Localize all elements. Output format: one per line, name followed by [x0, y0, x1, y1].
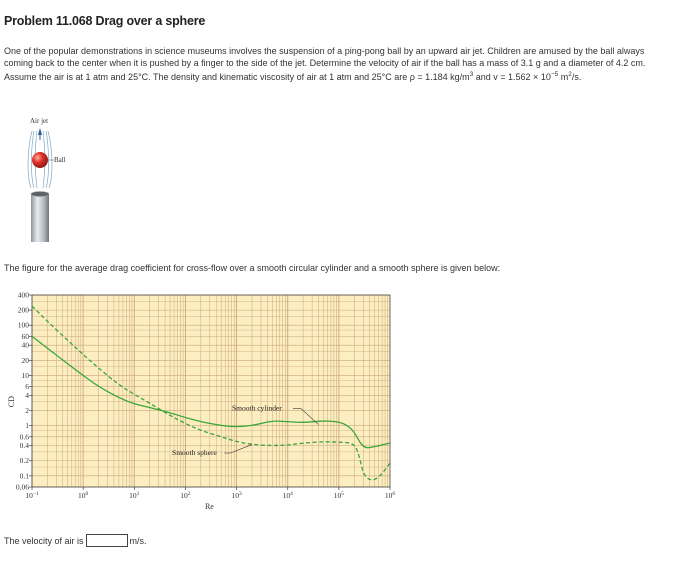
nu-exponent: −5 — [550, 71, 559, 78]
x-tick-label: 10−1 — [25, 491, 39, 500]
x-tick-label: 102 — [180, 491, 191, 500]
air-jet-pipe — [31, 194, 49, 242]
velocity-answer-input[interactable] — [85, 534, 128, 547]
airflow-streamlines — [27, 130, 53, 189]
y-tick-label: 1 — [25, 421, 29, 430]
y-tick-label: 4 — [25, 391, 29, 400]
y-tick-label: 40 — [22, 341, 30, 350]
problem-text: One of the popular demonstrations in sci… — [4, 46, 646, 82]
y-tick-label: 60 — [22, 332, 30, 341]
nu-unit: m — [558, 72, 569, 82]
arrow-up-icon — [38, 128, 42, 135]
chart-annotations: Smooth cylinder Smooth sphere — [172, 404, 319, 457]
problem-title: Problem 11.068 Drag over a sphere — [4, 14, 206, 28]
y-tick-label: 10 — [22, 371, 30, 380]
air-jet-label: Air jet — [30, 117, 49, 125]
answer-prompt: The velocity of air is — [4, 535, 84, 546]
answer-row: The velocity of air is m/s. — [4, 534, 147, 547]
problem-statement: One of the popular demonstrations in sci… — [4, 46, 669, 84]
nu-unit-exponent: 2 — [568, 71, 572, 78]
x-tick-label: 103 — [231, 491, 242, 500]
annotation-smooth-cylinder: Smooth cylinder — [232, 404, 282, 413]
y-tick-label: 200 — [18, 306, 30, 315]
y-tick-label: 20 — [22, 356, 30, 365]
y-tick-label: 100 — [18, 321, 30, 330]
x-tick-label: 104 — [283, 491, 294, 500]
x-tick-label: 105 — [334, 491, 345, 500]
annotation-smooth-sphere: Smooth sphere — [172, 448, 217, 457]
y-tick-label: 6 — [25, 382, 29, 391]
nu-unit-end: /s. — [571, 72, 582, 82]
y-tick-label: 0.4 — [20, 441, 30, 450]
rho-exponent: 3 — [469, 71, 474, 78]
y-axis-label: CD — [7, 396, 16, 407]
answer-unit: m/s. — [129, 535, 147, 546]
y-tick-label: 0.2 — [20, 456, 30, 465]
y-tick-label: 0.06 — [16, 483, 29, 492]
series-line-smooth-cylinder — [31, 335, 391, 449]
x-tick-label: 106 — [385, 491, 396, 500]
ping-pong-ball — [32, 152, 48, 168]
nu-value: and v = 1.562 × 10 — [473, 72, 551, 82]
x-axis-label: Re — [205, 502, 214, 511]
y-tick-label: 0.1 — [20, 471, 30, 480]
air-jet-illustration — [27, 128, 54, 242]
x-tick-label: 100 — [78, 491, 89, 500]
x-axis: 10−1 100 101 102 103 104 105 106 — [25, 487, 395, 500]
x-tick-label: 101 — [129, 491, 140, 500]
y-tick-label: 0.6 — [20, 432, 30, 441]
plot-background — [32, 295, 390, 487]
ball-label: Ball — [54, 156, 66, 164]
figure-caption: The figure for the average drag coeffici… — [4, 263, 501, 273]
chart-series — [31, 305, 391, 481]
y-tick-label: 400 — [18, 291, 30, 300]
series-line-smooth-sphere — [31, 305, 391, 481]
rho-value: ρ = 1.184 kg/m — [409, 72, 470, 82]
plot-frame — [31, 294, 391, 488]
y-tick-label: 2 — [25, 406, 29, 415]
